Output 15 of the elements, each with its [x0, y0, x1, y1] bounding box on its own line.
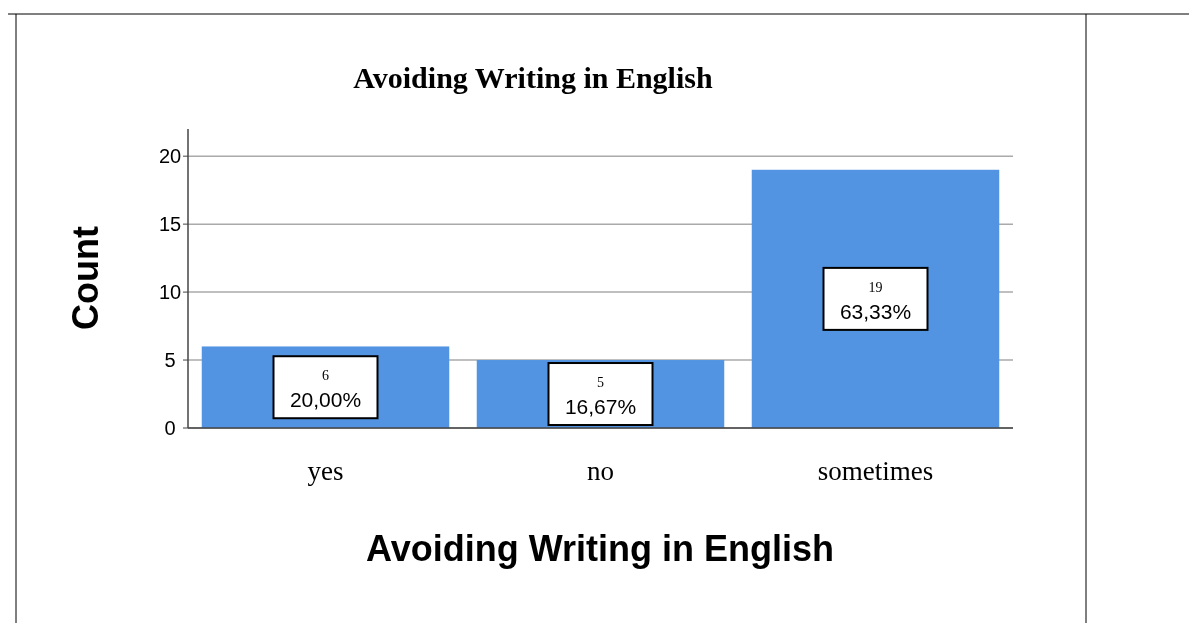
y-tick-label: 0 [164, 417, 176, 439]
x-axis-title: Avoiding Writing in English [366, 528, 834, 569]
x-tick-label: no [587, 456, 614, 486]
data-label: 5 16,67% [564, 375, 637, 419]
y-tick-label: 15 [158, 213, 182, 236]
y-tick-label: 10 [158, 281, 182, 304]
y-axis-title: Count [65, 226, 106, 330]
x-tick-label: sometimes [817, 456, 934, 486]
chart-title: Avoiding Writing in English [353, 61, 713, 94]
bar [751, 169, 1000, 428]
data-label: 6 20,00% [289, 368, 362, 412]
y-tick-label: 5 [164, 349, 176, 372]
y-tick-label: 20 [158, 145, 182, 168]
data-label: 19 63,33% [839, 279, 912, 323]
x-tick-label: yes [307, 456, 344, 486]
